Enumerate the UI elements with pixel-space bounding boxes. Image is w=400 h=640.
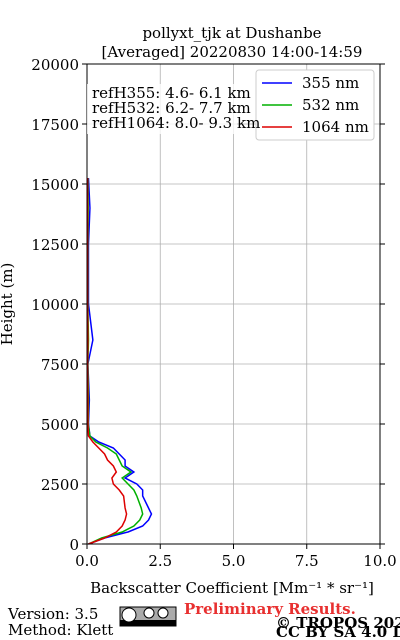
y-tick-label: 15000: [31, 176, 79, 194]
x-tick-label: 2.5: [148, 552, 172, 570]
axes-frame: [86, 63, 381, 545]
legend: 355 nm 532 nm 1064 nm: [255, 69, 375, 141]
footer-status: Preliminary Results.: [184, 600, 356, 618]
legend-label: 355 nm: [302, 74, 359, 92]
plot-area: 0.0 2.5 5.0 7.5 10.0 0 2500 5000 7500 10000 12500 1…: [31, 56, 396, 570]
chart-title: pollyxt_tjk at Dushanbe: [142, 24, 321, 42]
y-tick-label: 17500: [31, 116, 79, 134]
footer-method: Method: Klett: [8, 621, 113, 639]
annotation: refH355: 4.6- 6.1 km: [92, 84, 251, 102]
profile-line: [86, 178, 128, 545]
y-tick-label: 12500: [31, 236, 79, 254]
legend-box: [255, 69, 375, 141]
chart-subtitle: [Averaged] 20220830 14:00-14:59: [102, 43, 363, 61]
x-tick-label: 7.5: [295, 552, 319, 570]
footer-copyright: © TROPOS 2022.: [276, 614, 400, 632]
y-tick-label: 2500: [41, 476, 79, 494]
y-tick-label: 0: [69, 536, 79, 554]
y-tick-label: 5000: [41, 416, 79, 434]
x-tick-label: 5.0: [222, 552, 246, 570]
x-tick-label: 10.0: [363, 552, 396, 570]
y-tick-label: 20000: [31, 56, 79, 74]
annotation: refH1064: 8.0- 9.3 km: [92, 114, 260, 132]
x-tick-label: 0.0: [75, 552, 99, 570]
profile-line: [87, 177, 144, 545]
y-tick-label: 7500: [41, 356, 79, 374]
annotation-box: [87, 84, 237, 134]
profile-line: [87, 177, 153, 545]
legend-label: 1064 nm: [302, 118, 369, 136]
footer-version: Version: 3.5: [7, 605, 98, 623]
cc-logo: [119, 606, 177, 627]
y-axis-label: Height (m): [0, 263, 16, 346]
footer-license: CC BY SA 4.0 License.: [276, 623, 400, 640]
y-tick-label: 10000: [31, 296, 79, 314]
legend-label: 532 nm: [302, 96, 359, 114]
x-axis-label: Backscatter Coefficient [Mm⁻¹ * sr⁻¹]: [90, 579, 374, 597]
annotation: refH532: 6.2- 7.7 km: [92, 99, 251, 117]
